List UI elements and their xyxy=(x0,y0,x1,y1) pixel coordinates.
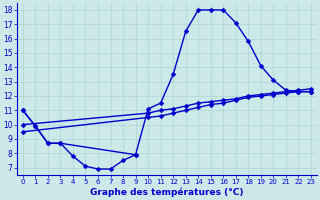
X-axis label: Graphe des températures (°C): Graphe des températures (°C) xyxy=(90,188,244,197)
